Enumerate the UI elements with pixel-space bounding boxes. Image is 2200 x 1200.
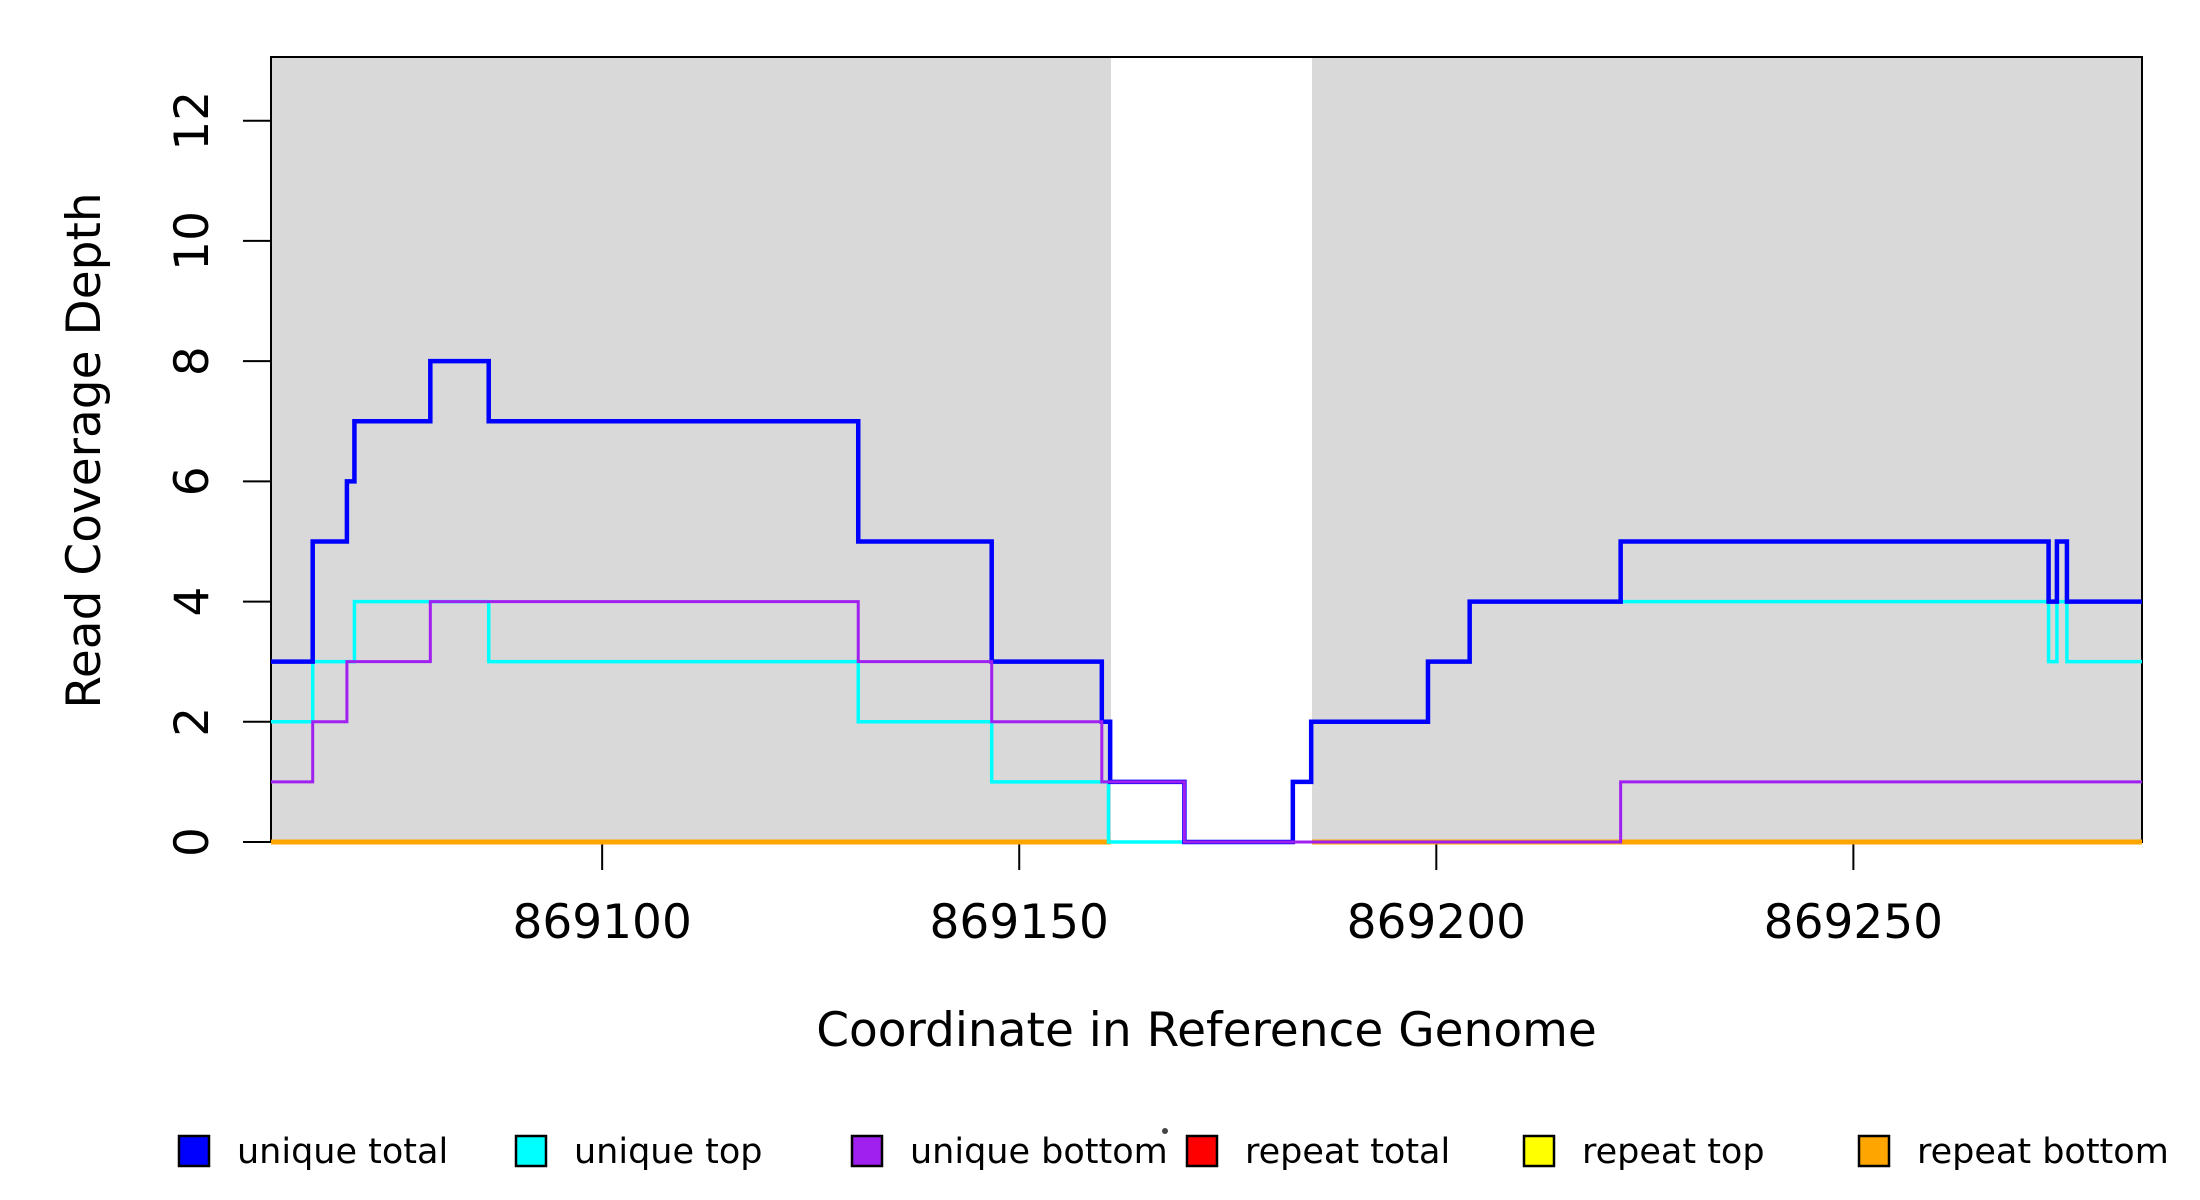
legend-swatch-repeat-bottom	[1857, 1134, 1891, 1168]
legend-label-repeat-bottom: repeat bottom	[1917, 1132, 2169, 1172]
legend-swatch-repeat-top	[1522, 1134, 1556, 1168]
x-tick-label: 869200	[1347, 895, 1526, 950]
x-tick-label: 869150	[930, 895, 1109, 950]
y-tick-label: 6	[165, 466, 220, 496]
legend-label-unique-bottom: unique bottom	[910, 1132, 1168, 1172]
y-tick-label: 8	[165, 346, 220, 376]
legend-swatch-unique-bottom	[850, 1134, 884, 1168]
y-tick-label: 10	[165, 211, 220, 271]
legend-label-repeat-top: repeat top	[1582, 1132, 1765, 1172]
stray-dot	[1162, 1128, 1168, 1134]
y-tick-label: 12	[165, 91, 220, 151]
legend-swatch-unique-top	[514, 1134, 548, 1168]
legend-label-unique-total: unique total	[237, 1132, 448, 1172]
repeat-region-shade-1	[271, 58, 1111, 841]
legend-label-unique-top: unique top	[574, 1132, 763, 1172]
repeat-region-shade-2	[1312, 58, 2142, 841]
legend-label-repeat-total: repeat total	[1245, 1132, 1450, 1172]
y-tick-label: 4	[165, 587, 220, 617]
legend-swatch-repeat-total	[1185, 1134, 1219, 1168]
x-tick-label: 869250	[1764, 895, 1943, 950]
y-tick-label: 0	[165, 827, 220, 857]
y-tick-label: 2	[165, 707, 220, 737]
x-axis-title: Coordinate in Reference Genome	[816, 1003, 1597, 1058]
y-axis-title: Read Coverage Depth	[57, 192, 112, 708]
legend-swatch-unique-total	[177, 1134, 211, 1168]
x-tick-label: 869100	[512, 895, 691, 950]
series-unique-bottom-line	[271, 600, 2142, 844]
